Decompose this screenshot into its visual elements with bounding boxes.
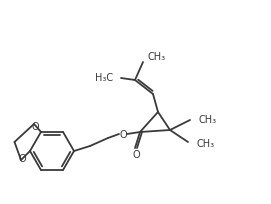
Text: CH₃: CH₃	[198, 114, 216, 124]
Text: O: O	[119, 129, 127, 139]
Text: CH₃: CH₃	[196, 138, 214, 148]
Text: O: O	[132, 149, 140, 159]
Text: O: O	[18, 153, 26, 163]
Text: H₃C: H₃C	[95, 73, 113, 83]
Text: CH₃: CH₃	[147, 52, 165, 62]
Text: O: O	[31, 121, 39, 131]
